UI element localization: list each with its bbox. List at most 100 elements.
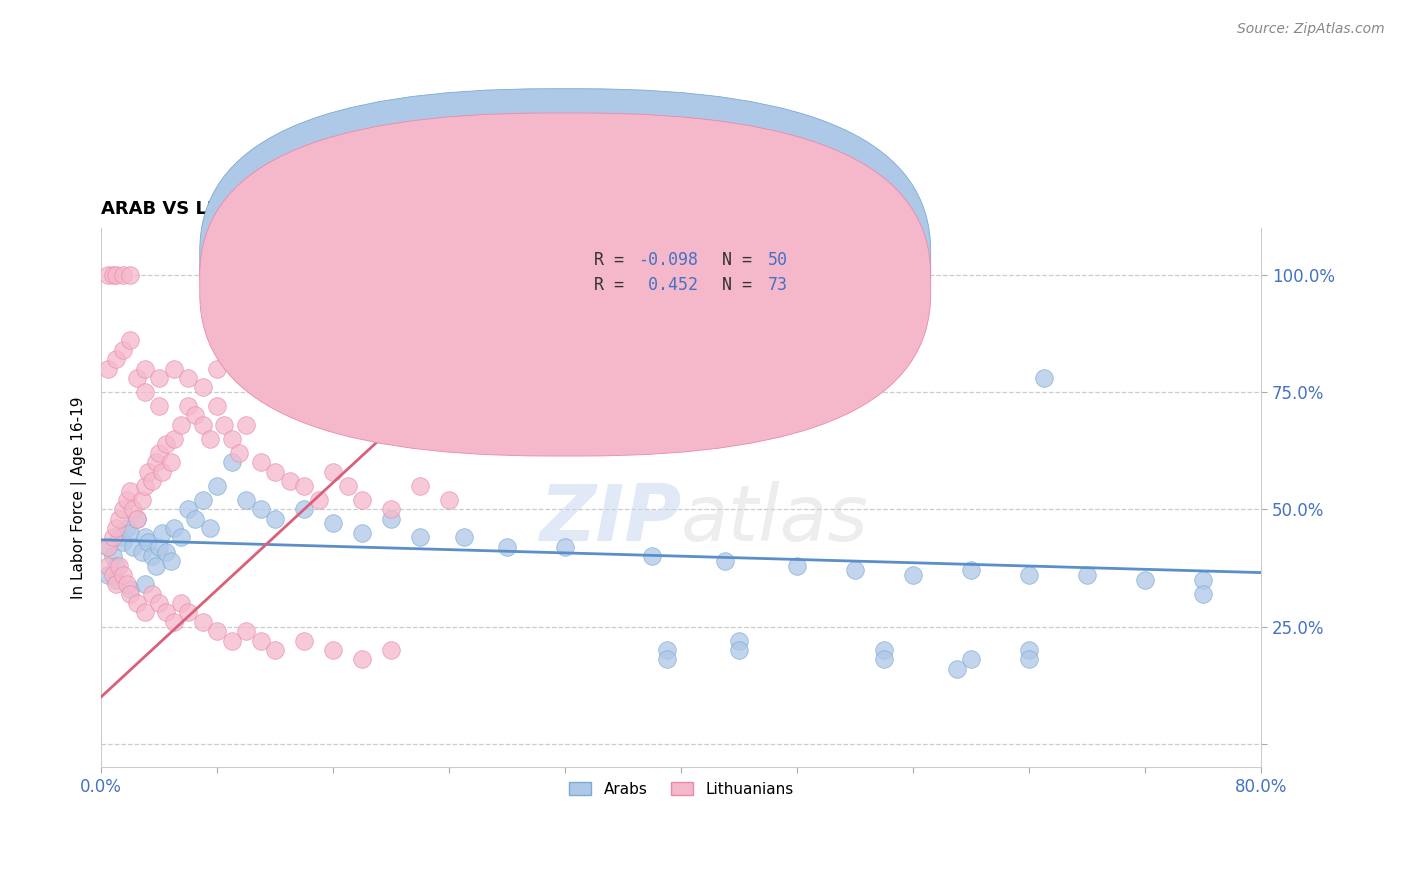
Point: [728, 633, 751, 648]
Point: [380, 511, 402, 525]
Point: [101, 568, 124, 582]
Point: [409, 479, 432, 493]
Point: [198, 521, 221, 535]
Point: [104, 558, 127, 573]
Point: [352, 652, 374, 666]
Point: [322, 465, 344, 479]
Text: 0.452: 0.452: [638, 276, 699, 293]
Point: [409, 531, 432, 545]
Point: [336, 479, 359, 493]
Point: [111, 535, 134, 549]
Point: [155, 606, 177, 620]
Point: [148, 540, 170, 554]
Point: [141, 549, 163, 564]
Point: [159, 455, 181, 469]
Point: [728, 643, 751, 657]
Point: [170, 531, 193, 545]
Point: [249, 633, 271, 648]
Point: [221, 455, 243, 469]
Point: [713, 554, 735, 568]
FancyBboxPatch shape: [536, 244, 849, 301]
Point: [191, 492, 214, 507]
Point: [163, 615, 186, 629]
Legend: Arabs, Lithuanians: Arabs, Lithuanians: [562, 775, 800, 803]
Point: [111, 268, 134, 282]
Point: [292, 502, 315, 516]
Point: [104, 352, 127, 367]
Point: [145, 558, 167, 573]
Point: [120, 582, 142, 596]
Point: [104, 521, 127, 535]
Point: [873, 652, 896, 666]
Point: [120, 587, 142, 601]
Point: [101, 268, 124, 282]
Point: [177, 399, 200, 413]
Point: [136, 465, 159, 479]
Point: [205, 624, 228, 639]
Point: [97, 540, 120, 554]
Point: [134, 531, 156, 545]
Point: [104, 577, 127, 591]
Point: [1076, 568, 1098, 582]
Point: [97, 568, 120, 582]
Point: [264, 511, 287, 525]
Point: [249, 455, 271, 469]
Point: [101, 549, 124, 564]
Point: [170, 417, 193, 432]
Point: [134, 479, 156, 493]
Point: [122, 502, 145, 516]
Point: [150, 525, 173, 540]
Point: [115, 521, 138, 535]
Point: [107, 531, 129, 545]
Point: [159, 554, 181, 568]
Point: [163, 521, 186, 535]
Point: [145, 455, 167, 469]
Point: [205, 479, 228, 493]
Text: -0.098: -0.098: [638, 252, 699, 269]
Point: [104, 268, 127, 282]
Text: atlas: atlas: [682, 481, 869, 558]
Point: [453, 531, 475, 545]
Point: [554, 540, 576, 554]
Point: [97, 361, 120, 376]
Point: [655, 643, 678, 657]
Point: [352, 525, 374, 540]
Point: [115, 577, 138, 591]
Text: N =: N =: [721, 276, 762, 293]
Point: [1192, 573, 1215, 587]
Point: [120, 268, 142, 282]
Point: [264, 465, 287, 479]
Point: [127, 511, 149, 525]
Point: [1018, 568, 1040, 582]
Point: [155, 544, 177, 558]
Point: [141, 474, 163, 488]
Point: [111, 343, 134, 357]
Point: [249, 502, 271, 516]
Point: [148, 371, 170, 385]
Point: [134, 606, 156, 620]
Text: N =: N =: [721, 252, 762, 269]
Point: [134, 577, 156, 591]
Point: [264, 643, 287, 657]
FancyBboxPatch shape: [200, 113, 931, 456]
Point: [1135, 573, 1157, 587]
Point: [163, 361, 186, 376]
Point: [107, 511, 129, 525]
Point: [235, 417, 257, 432]
Point: [228, 446, 250, 460]
Point: [322, 516, 344, 531]
Point: [120, 483, 142, 498]
Point: [844, 563, 866, 577]
Point: [177, 502, 200, 516]
Point: [115, 492, 138, 507]
Point: [191, 615, 214, 629]
Point: [107, 558, 129, 573]
Point: [148, 399, 170, 413]
Point: [136, 535, 159, 549]
Point: [127, 511, 149, 525]
Point: [235, 492, 257, 507]
Point: [496, 540, 519, 554]
Point: [380, 502, 402, 516]
Point: [1018, 652, 1040, 666]
Point: [191, 380, 214, 394]
